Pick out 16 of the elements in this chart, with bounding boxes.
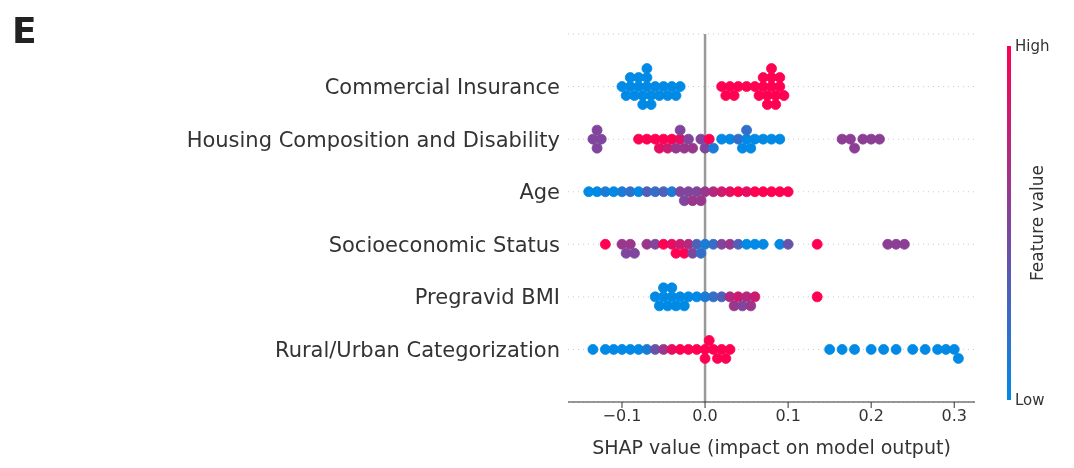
x-tick-label: 0.2: [858, 406, 884, 426]
x-axis-title: SHAP value (impact on model output): [592, 436, 951, 458]
x-tick-label: 0.1: [775, 406, 801, 426]
color-bar-label: Low: [1015, 390, 1045, 409]
text: E: [12, 10, 37, 51]
y-tick-label: Socioeconomic Status: [328, 232, 560, 257]
y-tick-label: Age: [519, 180, 560, 205]
color-bar-label: High: [1015, 36, 1050, 55]
x-tick-label: 0.3: [941, 406, 967, 426]
color-bar-title: Feature value: [1027, 164, 1047, 282]
y-tick-label: Commercial Insurance: [324, 75, 560, 100]
y-tick-label: Rural/Urban Categorization: [274, 337, 560, 362]
x-tick-label: 0.0: [692, 406, 718, 426]
x-tick-label: −0.1: [602, 406, 642, 426]
y-tick-label: Housing Composition and Disability: [186, 127, 560, 152]
y-tick-label: Pregravid BMI: [414, 285, 560, 310]
